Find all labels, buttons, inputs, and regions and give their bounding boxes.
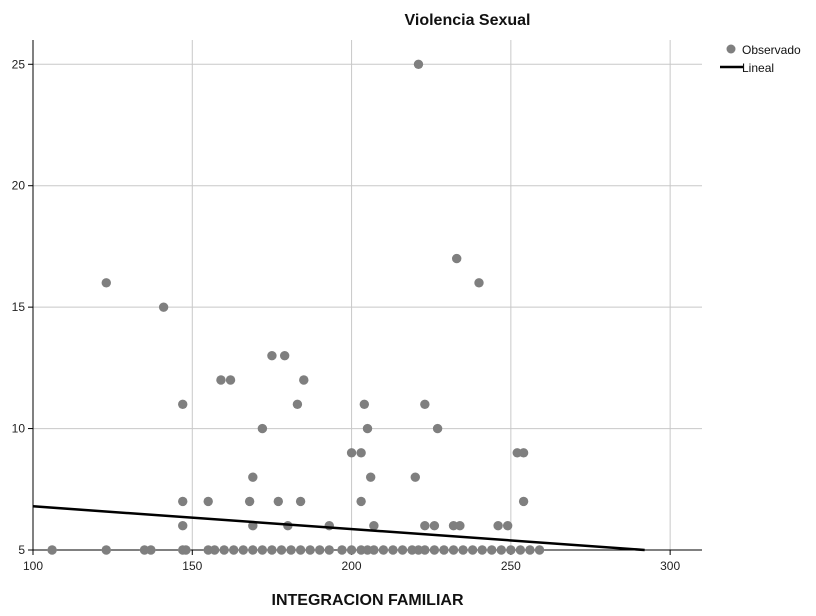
data-point [413,59,424,69]
chart-title: Violencia Sexual [404,12,531,29]
data-point [244,496,255,507]
x-tick-label: 150 [182,559,202,573]
data-point [324,545,334,555]
y-tick-label: 15 [12,300,26,314]
data-point [178,521,188,531]
data-point [458,545,468,555]
data-point [452,253,462,264]
data-point [279,351,290,361]
y-tick-label: 20 [12,179,26,193]
data-point [356,496,366,507]
data-point [518,496,529,507]
x-tick-label: 200 [342,559,362,573]
fit-line-layer [32,505,645,552]
data-point [378,545,389,555]
data-point [534,545,545,555]
x-axis-label: INTEGRACION FAMILIAR [271,592,464,609]
data-point [295,545,306,555]
data-point [365,472,376,482]
data-point [238,545,248,555]
data-point [356,448,366,458]
data-point [276,545,287,555]
data-point [515,545,526,555]
data-point [101,545,111,555]
data-point [477,545,487,555]
data-point [359,399,370,409]
data-point [146,545,156,555]
legend: Observado Lineal [720,43,801,75]
x-tick-label: 250 [501,559,521,573]
data-point [219,545,229,555]
data-point [467,545,478,555]
data-point [209,545,220,555]
data-point [487,545,497,555]
data-point [267,351,277,361]
data-point [299,375,309,385]
data-point [178,399,188,409]
data-point [324,521,334,531]
data-point [158,302,169,312]
data-point [248,472,258,482]
data-point [448,545,459,555]
data-point [439,545,449,555]
data-point [216,375,226,385]
data-point [203,496,213,507]
points-layer [47,59,545,555]
data-point [502,521,513,531]
data-point [397,545,408,555]
data-point [248,545,258,555]
y-tick-label: 25 [12,57,26,71]
data-point [346,448,357,458]
legend-marker-observado [726,44,736,54]
data-point [286,545,296,555]
data-point [305,545,315,555]
x-tick-label: 100 [23,559,43,573]
data-point [525,545,535,555]
y-tick-label: 10 [12,422,26,436]
data-point [410,472,420,482]
data-point [47,545,57,555]
data-point [257,423,268,434]
data-point [496,545,506,555]
data-point [432,423,443,434]
legend-label-lineal: Lineal [742,61,774,75]
grid-layer [33,40,702,550]
axes-layer [32,40,702,551]
data-point [273,496,283,507]
data-point [346,545,357,555]
data-point [229,545,239,555]
y-tick-label: 5 [18,543,25,557]
data-point [178,496,188,507]
legend-label-observado: Observado [742,43,801,57]
data-point [493,521,503,531]
data-point [474,278,484,288]
data-point [388,545,398,555]
data-point [362,423,373,434]
data-point [429,545,440,555]
x-tick-label: 300 [660,559,680,573]
data-point [292,399,303,409]
ticks-layer: 5 10 15 20 25 100 150 200 250 300 [12,57,681,573]
data-point [267,545,277,555]
data-point [420,545,430,555]
data-point [337,545,347,555]
data-point [315,545,325,555]
data-point [257,545,268,555]
data-point [429,521,440,531]
data-point [369,545,379,555]
data-point [225,375,236,385]
data-point [101,278,111,288]
data-point [518,448,529,458]
data-point [420,521,430,531]
data-point [181,545,191,555]
fit-line [32,505,645,552]
data-point [295,496,306,507]
data-point [455,521,465,531]
data-point [506,545,516,555]
data-point [369,521,379,531]
data-point [420,399,430,409]
